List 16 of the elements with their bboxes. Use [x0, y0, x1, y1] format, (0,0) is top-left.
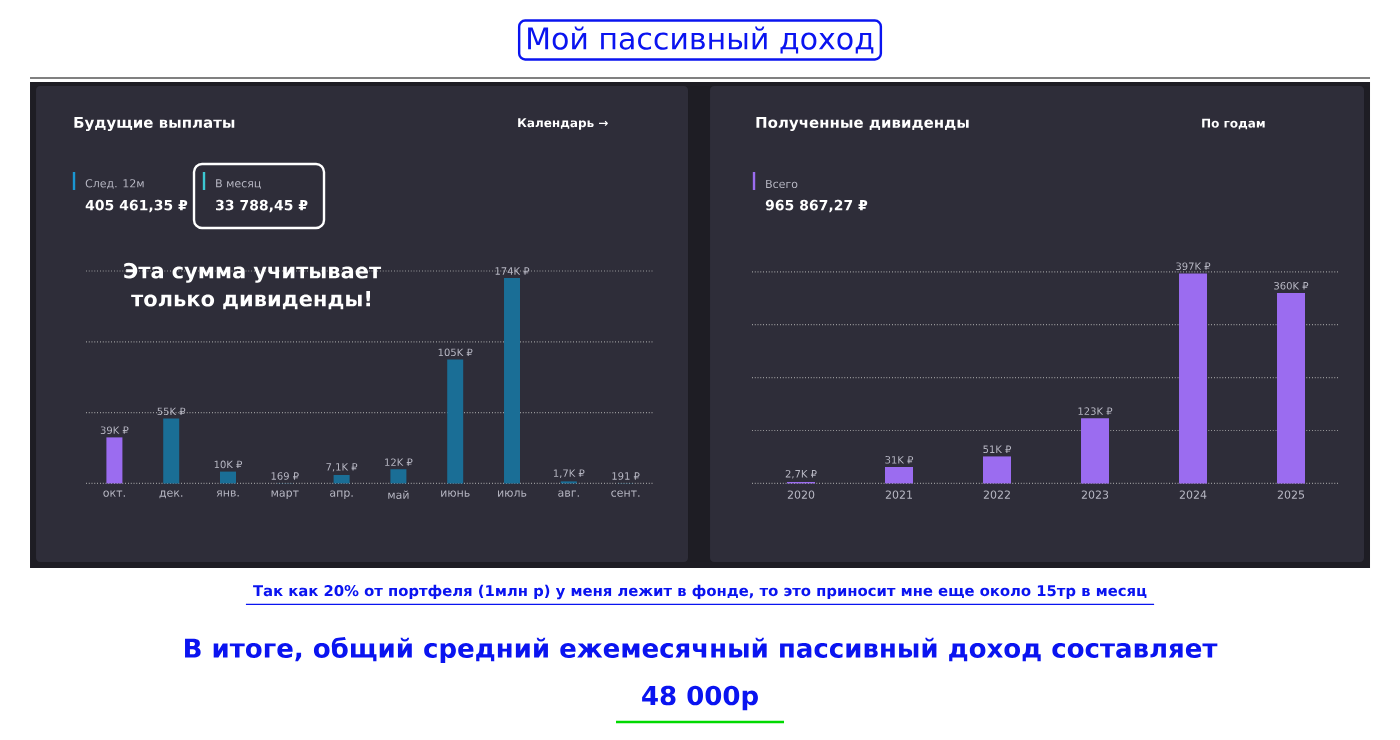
bar [220, 471, 237, 484]
bar [504, 278, 521, 484]
annotation: Эта сумма учитывает только дивиденды! [124, 262, 382, 310]
bar [106, 437, 123, 484]
bar [1179, 273, 1208, 484]
text: 48 000р [642, 685, 758, 711]
bar [1277, 292, 1306, 484]
bar [885, 467, 914, 484]
bar [447, 359, 464, 484]
bar [163, 418, 180, 484]
bar [333, 475, 350, 484]
bar [390, 469, 407, 484]
bar [1081, 418, 1110, 484]
text: Мой пассивный доход [528, 26, 874, 54]
bar [983, 456, 1012, 484]
text: В итоге, общий средний ежемесячный пассивный доход составляет [185, 636, 1218, 663]
